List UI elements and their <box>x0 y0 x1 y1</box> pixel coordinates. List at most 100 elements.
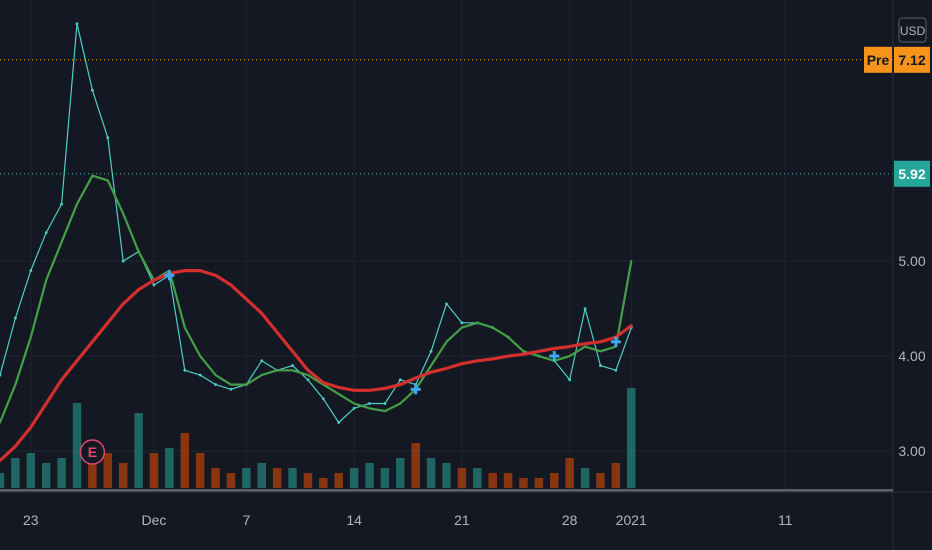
volume-bar <box>257 463 266 488</box>
pre-market-price: 7.12 <box>898 52 925 68</box>
time-tick-label: 11 <box>778 512 793 528</box>
volume-bar <box>41 463 51 488</box>
earnings-label: E <box>88 444 97 460</box>
volume-bar <box>534 478 544 488</box>
volume-bar <box>457 468 467 488</box>
price-point <box>460 321 464 325</box>
price-point <box>352 406 356 410</box>
price-point <box>306 378 310 382</box>
crossover-marker[interactable] <box>164 270 175 281</box>
volume-bar <box>442 463 451 488</box>
time-axis-scrollbar[interactable] <box>0 489 893 492</box>
volume-bar <box>627 388 636 488</box>
volume-bar <box>103 453 113 488</box>
volume-bar <box>288 468 297 488</box>
volume-bar <box>396 458 405 488</box>
price-point <box>398 378 402 382</box>
pre-market-label: Pre <box>867 52 890 68</box>
time-tick-label: 21 <box>454 512 470 528</box>
last-price-badge[interactable]: 5.92 <box>894 160 930 187</box>
volume-bar <box>180 433 189 488</box>
price-point <box>60 202 63 206</box>
price-point <box>291 364 294 367</box>
price-point <box>90 88 94 92</box>
price-point <box>583 307 587 310</box>
price-tick-label: 5.00 <box>898 253 925 269</box>
currency-label: USD <box>900 24 926 38</box>
price-point <box>260 359 264 363</box>
volume-bar <box>365 463 374 488</box>
volume-bar <box>426 458 436 488</box>
volume-bar <box>11 458 20 488</box>
price-tick-label: 4.00 <box>898 348 925 364</box>
time-tick-label: 14 <box>346 512 362 528</box>
volume-bar <box>26 453 36 488</box>
volume-bar <box>0 473 5 488</box>
time-tick-label: 7 <box>242 512 250 528</box>
series-lines <box>0 22 633 470</box>
price-badges: Pre 7.12 5.92 <box>864 46 930 187</box>
volume-bar <box>488 473 497 488</box>
price-point <box>229 387 233 391</box>
price-axis[interactable]: 3.00 4.00 5.00 <box>898 253 925 459</box>
volume-bar <box>473 468 482 488</box>
price-point <box>321 397 325 401</box>
volume-bar <box>72 403 82 488</box>
price-point <box>445 302 448 306</box>
crossover-marker[interactable] <box>410 384 421 395</box>
volume-bar <box>565 458 574 488</box>
price-point <box>121 259 125 263</box>
volume-bar <box>580 468 590 488</box>
pre-market-badge[interactable]: Pre 7.12 <box>864 46 930 73</box>
time-tick-label: Dec <box>142 512 167 528</box>
earnings-marker[interactable]: E <box>79 439 106 465</box>
volume-bar <box>380 468 390 488</box>
volume-bar <box>519 478 528 488</box>
price-point <box>0 373 2 377</box>
crossover-markers <box>164 270 621 395</box>
crossover-marker[interactable] <box>549 351 560 362</box>
price-point <box>337 421 341 424</box>
volume-bar <box>88 443 97 488</box>
crossover-marker[interactable] <box>610 336 621 347</box>
time-tick-label: 28 <box>562 512 578 528</box>
ma-slow-line[interactable] <box>0 269 633 470</box>
earnings-circle[interactable] <box>79 439 106 465</box>
volume-bar <box>149 453 159 488</box>
volume-bar <box>550 473 559 488</box>
price-point <box>599 364 602 367</box>
volume-bar <box>165 448 174 488</box>
volume-bar <box>211 468 220 488</box>
last-price-label: 5.92 <box>898 166 925 182</box>
time-tick-label: 2021 <box>616 512 647 528</box>
currency-button[interactable]: USD <box>898 17 927 43</box>
price-point <box>198 373 202 377</box>
price-point <box>614 368 618 372</box>
time-axis[interactable]: 23 Dec 7 14 21 28 2021 11 <box>23 512 793 528</box>
price-point <box>368 402 371 405</box>
price-point <box>106 136 110 140</box>
volume-bar <box>303 473 313 488</box>
price-point <box>214 383 217 386</box>
volume-bar <box>503 473 513 488</box>
volume-bar <box>226 473 236 488</box>
price-point <box>152 283 156 287</box>
time-tick-label: 23 <box>23 512 39 528</box>
price-lines <box>0 59 893 175</box>
volume-bar <box>195 453 205 488</box>
volume-bar <box>242 468 251 488</box>
volume-bar <box>319 478 328 488</box>
price-tick-label: 3.00 <box>898 443 925 459</box>
volume-bar <box>596 473 605 488</box>
price-point <box>75 22 79 26</box>
ma-fast-line[interactable] <box>0 174 633 428</box>
volume-bars <box>0 388 636 488</box>
volume-bar <box>272 468 282 488</box>
price-point <box>29 269 33 273</box>
price-point <box>13 316 17 320</box>
volume-bar <box>57 458 66 488</box>
volume-bar <box>411 443 420 488</box>
price-point <box>429 349 433 353</box>
volume-bar <box>349 468 359 488</box>
